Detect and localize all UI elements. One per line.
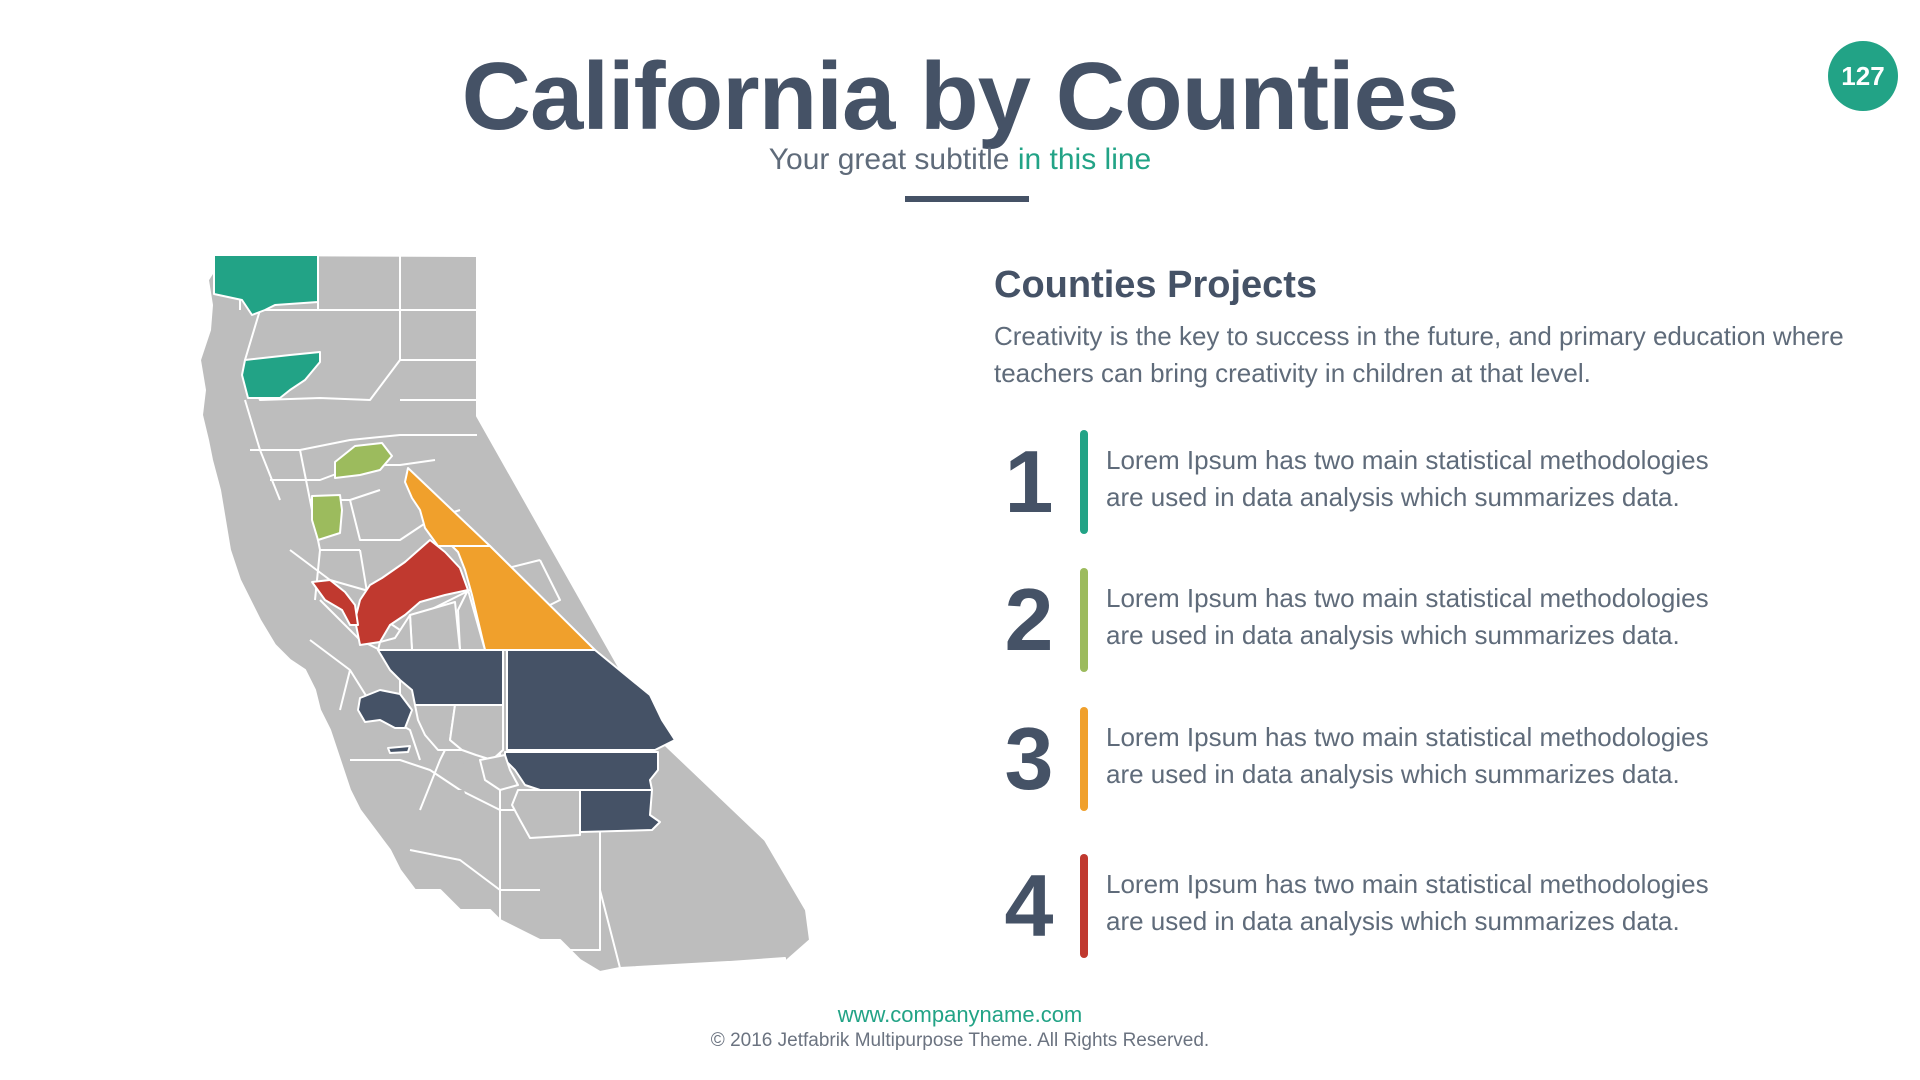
- subtitle-main: Your great subtitle: [768, 143, 1018, 176]
- county-gray-south-3: [479, 754, 519, 791]
- county-navy-central: [377, 649, 504, 706]
- section-title: Counties Projects: [994, 264, 1318, 306]
- project-item-4: 4 Lorem Ipsum has two main statistical m…: [994, 854, 1854, 958]
- project-item-1: 1 Lorem Ipsum has two main statistical m…: [994, 430, 1854, 534]
- project-item-2: 2 Lorem Ipsum has two main statistical m…: [994, 568, 1854, 672]
- item-line-1: Lorem Ipsum has two main statistical met…: [1106, 583, 1709, 613]
- county-gray-south-4: [511, 789, 581, 839]
- map-group-5: [357, 649, 676, 833]
- item-color-bar: [1080, 430, 1088, 534]
- county-navy-west: [357, 689, 413, 729]
- item-color-bar: [1080, 568, 1088, 672]
- county-navy-south: [504, 751, 659, 791]
- page-number-badge: 127: [1828, 41, 1898, 111]
- project-list: 1 Lorem Ipsum has two main statistical m…: [994, 430, 1854, 960]
- county-teal-mid: [241, 351, 321, 399]
- island-navy: [387, 745, 411, 754]
- slide-subtitle: Your great subtitle in this line: [0, 142, 1920, 178]
- item-line-1: Lorem Ipsum has two main statistical met…: [1106, 445, 1709, 475]
- county-green-a: [334, 442, 393, 479]
- item-number: 1: [1004, 432, 1054, 531]
- item-line-2: are used in data analysis which summariz…: [1106, 620, 1680, 650]
- map-group-2: [311, 442, 393, 541]
- island-4: [458, 790, 466, 798]
- title-divider: [905, 196, 1029, 202]
- map-group-1: [213, 254, 321, 399]
- subtitle-accent: in this line: [1017, 143, 1152, 176]
- item-color-bar: [1080, 854, 1088, 958]
- item-line-1: Lorem Ipsum has two main statistical met…: [1106, 722, 1709, 752]
- item-number: 3: [1004, 709, 1054, 808]
- item-description: Lorem Ipsum has two main statistical met…: [1106, 442, 1746, 516]
- section-description: Creativity is the key to success in the …: [994, 321, 1844, 388]
- map-group-4: [311, 539, 469, 646]
- county-teal-north: [213, 254, 319, 316]
- item-line-1: Lorem Ipsum has two main statistical met…: [1106, 869, 1709, 899]
- item-number: 2: [1004, 570, 1054, 669]
- island-1: [370, 748, 380, 754]
- island-5: [462, 816, 467, 824]
- footer-url[interactable]: www.companyname.com: [837, 1002, 1083, 1027]
- map-islands: [370, 748, 467, 824]
- item-line-2: are used in data analysis which summariz…: [1106, 482, 1680, 512]
- item-description: Lorem Ipsum has two main statistical met…: [1106, 719, 1746, 793]
- county-navy-southeast: [506, 649, 676, 751]
- map-group-3: [404, 467, 596, 651]
- county-gray-south-2: [449, 704, 504, 761]
- item-color-bar: [1080, 707, 1088, 811]
- map-south-base: [377, 589, 581, 839]
- county-gray-mid-3: [377, 614, 413, 651]
- item-description: Lorem Ipsum has two main statistical met…: [1106, 866, 1746, 940]
- county-navy-southmost: [579, 789, 661, 833]
- item-line-2: are used in data analysis which summariz…: [1106, 906, 1680, 936]
- county-green-b: [311, 494, 343, 541]
- item-number: 4: [1004, 856, 1054, 955]
- footer-copyright: © 2016 Jetfabrik Multipurpose Theme. All…: [710, 1030, 1210, 1051]
- item-line-2: are used in data analysis which summariz…: [1106, 759, 1680, 789]
- slide-title: California by Counties: [461, 43, 1460, 150]
- project-item-3: 3 Lorem Ipsum has two main statistical m…: [994, 707, 1854, 811]
- county-orange-south: [451, 545, 596, 651]
- county-red-east: [354, 539, 469, 646]
- california-county-map: [200, 254, 811, 973]
- item-description: Lorem Ipsum has two main statistical met…: [1106, 580, 1746, 654]
- island-3: [406, 794, 414, 800]
- county-red-west: [311, 579, 359, 626]
- island-2: [450, 758, 464, 766]
